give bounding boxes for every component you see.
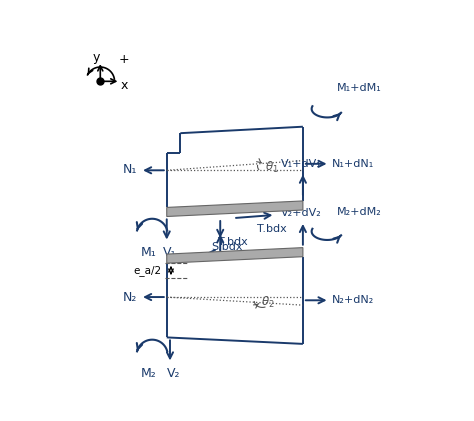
Text: T.bdx: T.bdx bbox=[219, 237, 248, 247]
Polygon shape bbox=[167, 248, 303, 263]
Text: N₁+dN₁: N₁+dN₁ bbox=[332, 159, 374, 169]
Text: $\theta_1$: $\theta_1$ bbox=[264, 160, 278, 175]
Text: M₁+dM₁: M₁+dM₁ bbox=[337, 83, 382, 93]
Text: N₁: N₁ bbox=[123, 163, 137, 176]
Text: M₁: M₁ bbox=[141, 246, 157, 258]
Text: V₁: V₁ bbox=[163, 246, 177, 258]
Text: y: y bbox=[92, 51, 100, 64]
Text: N₂: N₂ bbox=[123, 290, 137, 304]
Text: V₂: V₂ bbox=[166, 367, 180, 380]
Text: V₂+dV₂: V₂+dV₂ bbox=[281, 208, 322, 218]
Text: $\theta_2$: $\theta_2$ bbox=[261, 295, 275, 310]
Text: N₂+dN₂: N₂+dN₂ bbox=[332, 295, 374, 305]
Text: e_a/2: e_a/2 bbox=[134, 265, 162, 276]
Text: x: x bbox=[121, 79, 128, 92]
Text: T.bdx: T.bdx bbox=[257, 224, 287, 234]
Polygon shape bbox=[167, 201, 303, 216]
Text: M₂: M₂ bbox=[141, 367, 157, 380]
Text: M₂+dM₂: M₂+dM₂ bbox=[337, 207, 382, 217]
Text: +: + bbox=[118, 53, 129, 66]
Text: S.bdx: S.bdx bbox=[211, 242, 243, 253]
Text: V₁+dV₁: V₁+dV₁ bbox=[281, 159, 322, 168]
